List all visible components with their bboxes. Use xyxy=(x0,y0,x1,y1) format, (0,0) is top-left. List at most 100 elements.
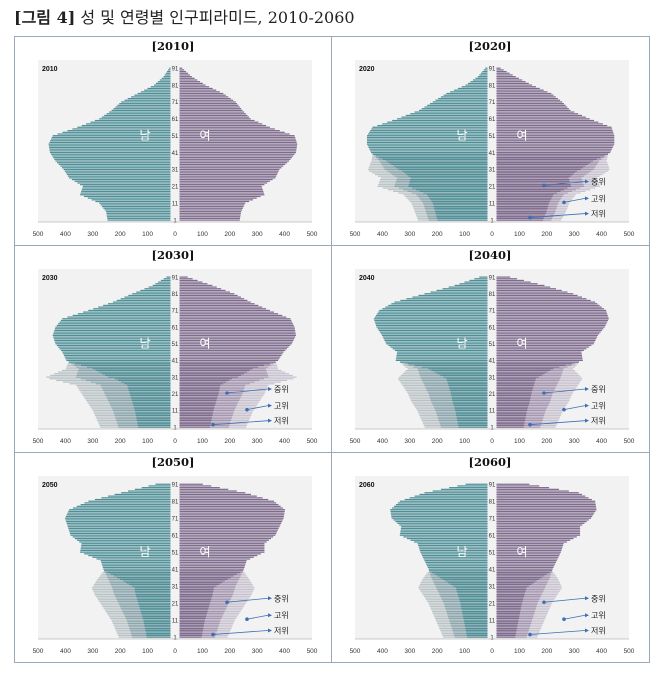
male-bar xyxy=(464,281,488,283)
female-low-bar xyxy=(179,585,217,587)
male-low-bar xyxy=(129,393,171,395)
age-tick-label: 51 xyxy=(172,134,179,140)
female-bar xyxy=(179,199,253,201)
male-low-bar xyxy=(376,155,488,157)
male-low-bar xyxy=(130,396,171,398)
male-bar xyxy=(395,358,488,360)
male-bar xyxy=(390,346,488,348)
female-bar xyxy=(496,69,504,71)
female-bar xyxy=(496,561,556,563)
female-low-bar xyxy=(496,411,527,413)
female-low-bar xyxy=(496,583,532,586)
male-low-bar xyxy=(435,211,488,213)
male-low-bar xyxy=(137,424,171,427)
male-low-bar xyxy=(145,629,171,631)
female-bar xyxy=(179,214,241,216)
male-bar xyxy=(374,321,488,323)
female-bar xyxy=(496,492,579,494)
male-low-bar xyxy=(137,421,171,423)
male-bar xyxy=(77,313,171,315)
female-bar xyxy=(179,304,259,307)
female-bar xyxy=(179,91,220,93)
x-tick-label: 100 xyxy=(197,438,208,445)
male-bar xyxy=(422,556,488,558)
female-bar xyxy=(179,554,258,557)
female-bar xyxy=(179,291,230,293)
x-tick-label: 500 xyxy=(350,648,361,655)
male-bar xyxy=(479,74,488,76)
male-low-bar xyxy=(133,404,171,407)
figure-frame xyxy=(14,36,650,663)
female-bar xyxy=(179,170,279,172)
male-bar xyxy=(63,353,171,355)
female-bar xyxy=(179,204,245,206)
male-bar xyxy=(372,126,488,128)
x-tick-label: 300 xyxy=(87,648,98,655)
variant-arrowhead xyxy=(268,613,272,618)
figure-caption: 성 및 연령별 인구피라미드, 2010-2060 xyxy=(75,8,355,27)
male-bar xyxy=(414,541,488,543)
female-bar xyxy=(179,316,287,318)
female-low-bar xyxy=(496,200,550,203)
female-bar xyxy=(179,216,241,218)
variant-label: 저위 xyxy=(591,417,606,426)
female-bar xyxy=(179,84,206,86)
female-bar xyxy=(179,82,203,84)
female-low-bar xyxy=(496,175,571,177)
female-bar xyxy=(179,509,285,511)
female-bar xyxy=(179,104,239,106)
female-bar xyxy=(496,81,526,83)
male-low-bar xyxy=(408,184,488,186)
female-bar xyxy=(179,549,265,552)
female-bar xyxy=(179,106,240,108)
male-bar xyxy=(396,356,488,358)
x-tick-label: 500 xyxy=(33,648,44,655)
female-bar xyxy=(179,529,278,531)
male-bar xyxy=(377,124,488,127)
x-tick-label: 400 xyxy=(60,648,71,655)
male-label: 남 xyxy=(139,545,150,559)
female-low-bar xyxy=(496,604,522,606)
female-bar xyxy=(179,167,282,169)
x-tick-label: 500 xyxy=(350,231,361,238)
female-low-bar xyxy=(496,393,532,395)
male-bar xyxy=(60,349,171,352)
male-bar xyxy=(397,502,488,504)
male-bar xyxy=(68,510,171,513)
male-bar xyxy=(108,495,171,497)
female-bar xyxy=(179,490,237,492)
female-bar xyxy=(179,76,192,78)
female-bar xyxy=(179,153,295,155)
x-tick-label: 400 xyxy=(60,438,71,445)
male-low-bar xyxy=(446,378,488,380)
female-low-bar xyxy=(179,607,209,609)
female-low-bar xyxy=(496,619,519,621)
male-low-bar xyxy=(146,636,171,638)
female-bar xyxy=(496,136,615,138)
female-bar xyxy=(179,209,242,211)
male-bar xyxy=(119,103,171,105)
female-low-bar xyxy=(179,582,222,584)
male-low-bar xyxy=(454,406,488,408)
male-bar xyxy=(419,549,488,552)
female-low-bar xyxy=(496,573,547,575)
female-low-bar xyxy=(179,416,213,418)
female-bar xyxy=(496,309,607,312)
male-low-bar xyxy=(449,389,488,392)
male-bar xyxy=(391,303,488,305)
age-tick-label: 1 xyxy=(490,425,494,431)
female-low-bar xyxy=(496,571,550,574)
male-bar xyxy=(391,515,488,518)
female-bar xyxy=(496,534,581,536)
male-bar xyxy=(120,298,171,300)
male-low-bar xyxy=(419,190,488,192)
male-bar xyxy=(94,498,171,501)
female-low-bar xyxy=(496,600,523,603)
male-bar xyxy=(88,309,171,312)
female-bar xyxy=(179,546,265,548)
female-low-bar xyxy=(496,621,519,623)
female-bar xyxy=(496,329,602,332)
female-bar xyxy=(496,103,564,105)
female-low-bar xyxy=(179,376,239,378)
female-bar xyxy=(496,303,598,305)
